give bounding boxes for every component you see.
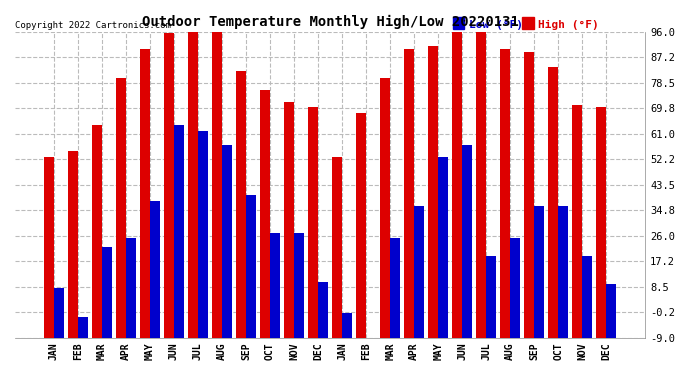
Bar <box>534 207 544 338</box>
Bar <box>332 157 342 338</box>
Bar <box>582 256 593 338</box>
Bar <box>607 284 616 338</box>
Text: Low (°F): Low (°F) <box>469 20 523 30</box>
Bar <box>43 157 54 338</box>
Bar <box>54 288 64 338</box>
Bar <box>511 238 520 338</box>
Bar <box>188 32 198 338</box>
Bar <box>92 125 102 338</box>
Bar <box>294 232 304 338</box>
Bar <box>270 232 280 338</box>
Bar <box>452 32 462 338</box>
Bar <box>236 71 246 338</box>
Text: High (°F): High (°F) <box>538 20 599 30</box>
Bar <box>342 313 352 338</box>
Bar <box>500 49 511 338</box>
Title: Outdoor Temperature Monthly High/Low 20220131: Outdoor Temperature Monthly High/Low 202… <box>141 15 518 29</box>
Bar <box>380 78 390 338</box>
Bar <box>522 17 533 29</box>
Text: Copyright 2022 Cartronics.com: Copyright 2022 Cartronics.com <box>15 21 171 30</box>
Bar <box>260 90 270 338</box>
Bar <box>174 125 184 338</box>
Bar <box>549 67 558 338</box>
Bar <box>596 107 607 338</box>
Bar <box>68 151 78 338</box>
Bar <box>524 52 534 338</box>
Bar <box>116 78 126 338</box>
Bar <box>438 157 449 338</box>
Bar <box>476 32 486 338</box>
Bar <box>453 17 464 29</box>
Bar <box>356 113 366 338</box>
Bar <box>404 49 414 338</box>
Bar <box>414 207 424 338</box>
Bar <box>558 207 569 338</box>
Bar <box>198 131 208 338</box>
Bar <box>428 46 438 338</box>
Bar <box>572 105 582 338</box>
Bar <box>102 247 112 338</box>
Bar <box>164 33 174 338</box>
Bar <box>150 201 160 338</box>
Bar <box>246 195 256 338</box>
Bar <box>222 145 232 338</box>
Bar <box>126 238 136 338</box>
Bar <box>140 49 150 338</box>
Bar <box>308 107 318 338</box>
Bar <box>212 32 222 338</box>
Bar <box>318 282 328 338</box>
Bar <box>462 145 473 338</box>
Bar <box>284 102 294 338</box>
Bar <box>78 317 88 338</box>
Bar <box>390 238 400 338</box>
Bar <box>486 256 496 338</box>
